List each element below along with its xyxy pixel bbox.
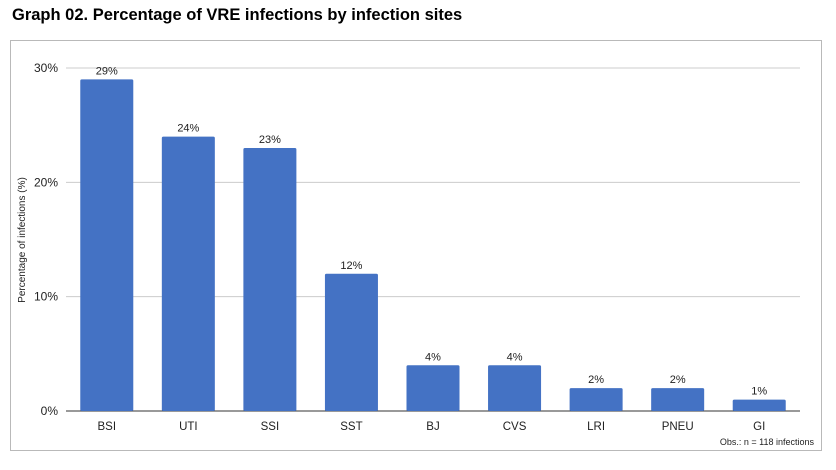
bar-bsi: [80, 79, 134, 411]
y-axis-ticks: 0% 10% 20% 30%: [34, 61, 58, 418]
bar-pneu: [651, 388, 705, 411]
x-axis-categories: BSI UTI SSI SST BJ CVS LRI PNEU GI: [98, 421, 766, 433]
data-label-cvs: 4%: [507, 351, 523, 363]
data-labels: 29% 24% 23% 12% 4% 4% 2% 2% 1%: [96, 65, 768, 397]
data-label-bsi: 29%: [96, 65, 118, 77]
footnote: Obs.: n = 118 infections: [720, 437, 815, 447]
bar-uti: [161, 136, 215, 411]
y-tick-label: 10%: [34, 290, 58, 304]
category-label-pneu: PNEU: [662, 421, 694, 433]
y-axis-label: Percentage of infections (%): [17, 177, 28, 303]
category-label-bj: BJ: [426, 421, 439, 433]
category-label-bsi: BSI: [98, 421, 117, 433]
y-tick-label: 30%: [34, 61, 58, 75]
category-label-ssi: SSI: [261, 421, 280, 433]
bar-ssi: [243, 148, 297, 412]
bar-cvs: [488, 365, 542, 411]
bar-bj: [406, 365, 460, 411]
bars: [80, 79, 786, 412]
category-label-cvs: CVS: [503, 421, 527, 433]
bar-lri: [569, 388, 623, 411]
data-label-sst: 12%: [340, 260, 362, 272]
y-tick-label: 20%: [34, 175, 58, 189]
data-label-bj: 4%: [425, 351, 441, 363]
bar-sst: [324, 273, 378, 411]
category-label-gi: GI: [753, 421, 765, 433]
category-label-sst: SST: [340, 421, 362, 433]
data-label-pneu: 2%: [670, 374, 686, 386]
category-label-lri: LRI: [587, 421, 605, 433]
data-label-gi: 1%: [751, 386, 767, 398]
chart-frame: [10, 40, 822, 451]
bar-gi: [732, 399, 786, 411]
category-label-uti: UTI: [179, 421, 198, 433]
data-label-ssi: 23%: [259, 134, 281, 146]
y-tick-label: 0%: [41, 404, 59, 418]
data-label-lri: 2%: [588, 374, 604, 386]
chart-title: Graph 02. Percentage of VRE infections b…: [12, 6, 463, 24]
data-label-uti: 24%: [177, 123, 199, 135]
